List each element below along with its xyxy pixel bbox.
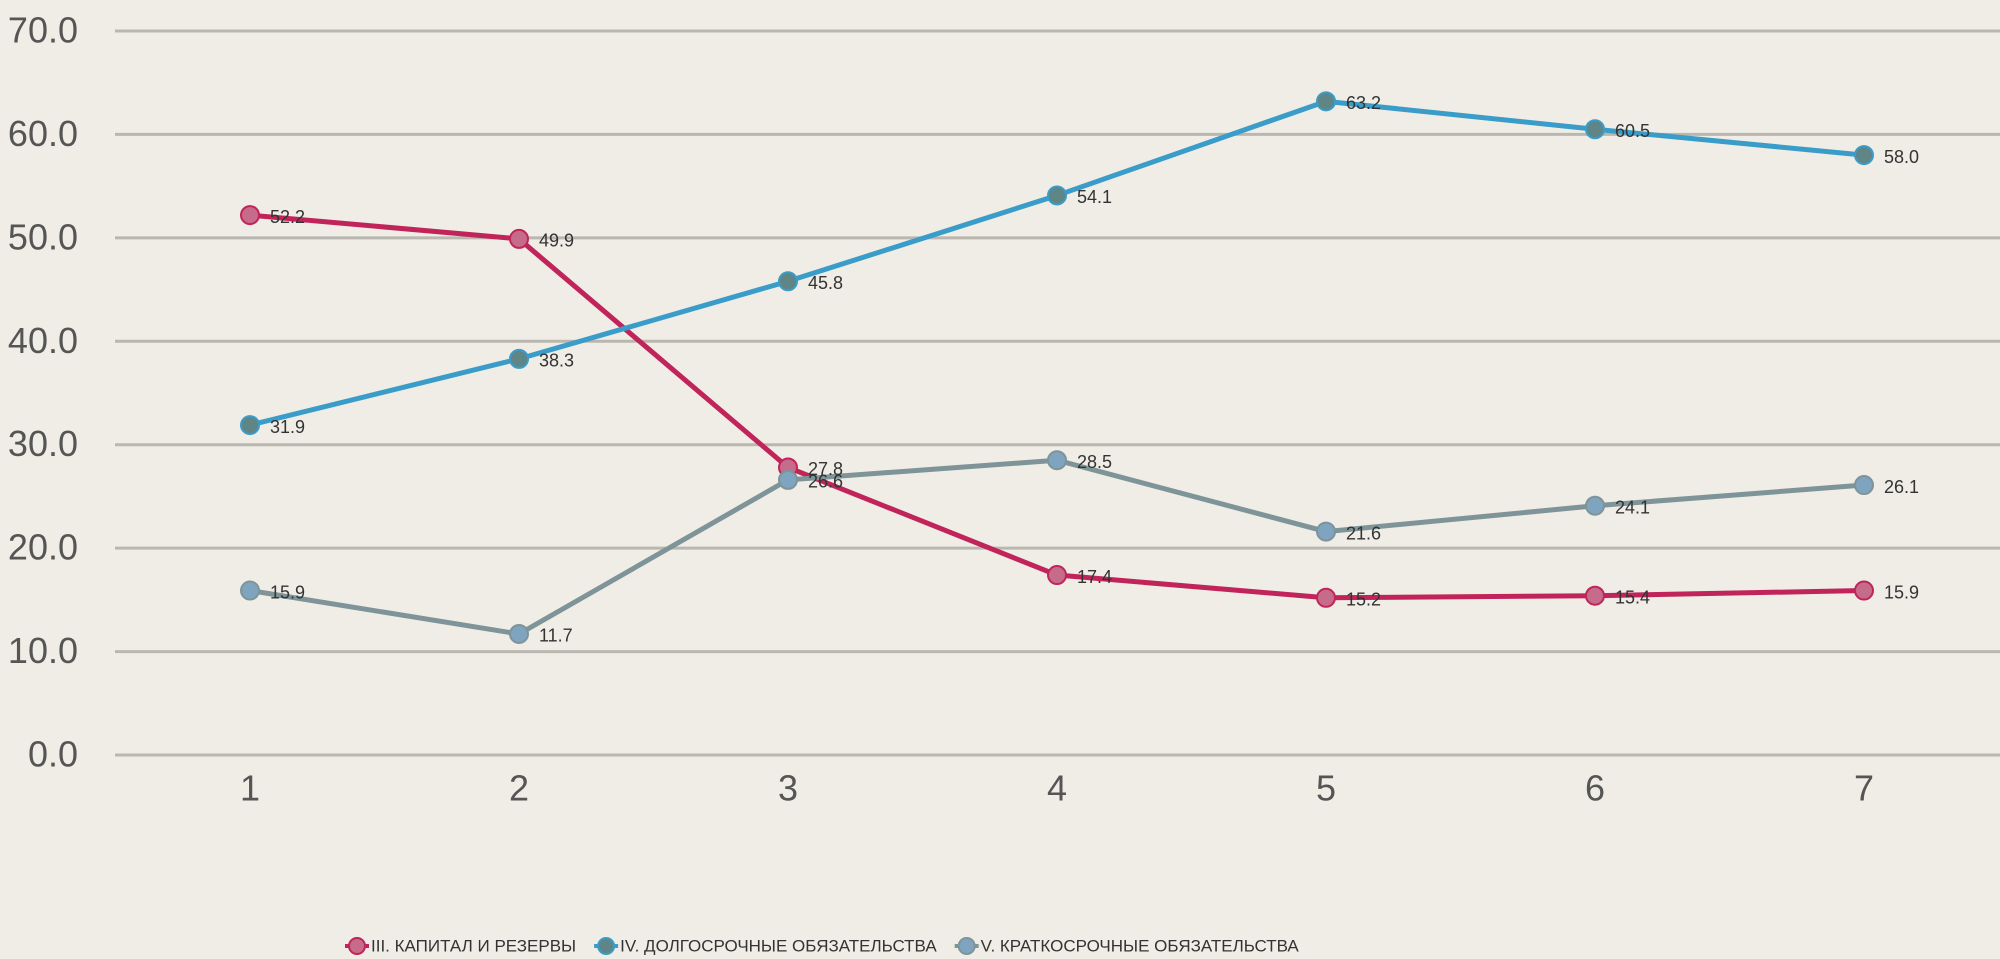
data-label: 21.6	[1346, 523, 1381, 543]
marker	[1854, 475, 1874, 496]
y-tick-label: 40.0	[8, 320, 78, 361]
data-label: 60.5	[1615, 121, 1650, 141]
marker	[1316, 91, 1336, 112]
y-tick-label: 60.0	[8, 113, 78, 154]
data-label: 17.4	[1077, 567, 1112, 587]
legend-marker	[348, 937, 366, 955]
data-label: 52.2	[270, 207, 305, 227]
legend-label: III. КАПИТАЛ И РЕЗЕРВЫ	[371, 936, 576, 955]
marker	[1316, 521, 1336, 542]
legend-label: V. КРАТКОСРОЧНЫЕ ОБЯЗАТЕЛЬСТВА	[981, 936, 1300, 955]
marker	[778, 271, 798, 292]
data-label: 58.0	[1884, 147, 1919, 167]
marker	[1585, 495, 1605, 516]
data-label: 15.2	[1346, 590, 1381, 610]
x-tick-label: 2	[509, 768, 529, 809]
marker	[509, 623, 529, 644]
marker	[1585, 119, 1605, 140]
x-tick-label: 4	[1047, 768, 1067, 809]
marker	[1047, 450, 1067, 471]
y-tick-label: 50.0	[8, 216, 78, 257]
data-label: 26.6	[808, 472, 843, 492]
data-label: 38.3	[539, 351, 574, 371]
data-label: 15.4	[1615, 587, 1650, 607]
marker	[240, 580, 260, 601]
marker	[1047, 565, 1067, 586]
x-tick-label: 7	[1854, 768, 1874, 809]
data-label: 45.8	[808, 273, 843, 293]
marker	[509, 348, 529, 369]
x-tick-label: 3	[778, 768, 798, 809]
marker	[240, 205, 260, 226]
marker	[1854, 580, 1874, 601]
y-tick-label: 70.0	[8, 10, 78, 51]
data-label: 15.9	[270, 582, 305, 602]
y-tick-label: 30.0	[8, 423, 78, 464]
data-label: 11.7	[539, 626, 573, 646]
marker	[240, 415, 260, 436]
x-tick-label: 5	[1316, 768, 1336, 809]
data-label: 28.5	[1077, 452, 1112, 472]
data-label: 54.1	[1077, 187, 1112, 207]
y-tick-label: 20.0	[8, 527, 78, 568]
y-tick-label: 10.0	[8, 630, 78, 671]
data-label: 63.2	[1346, 93, 1381, 113]
marker	[1047, 185, 1067, 206]
legend-label: IV. ДОЛГОСРОЧНЫЕ ОБЯЗАТЕЛЬСТВА	[620, 936, 937, 955]
data-label: 31.9	[270, 417, 305, 437]
data-label: 15.9	[1884, 582, 1919, 602]
x-tick-label: 1	[240, 768, 260, 809]
y-tick-label: 0.0	[28, 734, 78, 775]
legend-marker	[597, 937, 616, 955]
data-label: 27.8	[808, 459, 843, 479]
data-label: 26.1	[1884, 477, 1919, 497]
marker	[1585, 585, 1605, 606]
legend-marker	[957, 937, 976, 955]
data-label: 49.9	[539, 231, 574, 251]
marker	[1854, 145, 1874, 166]
x-tick-label: 6	[1585, 768, 1605, 809]
marker	[509, 228, 529, 249]
marker	[1316, 587, 1336, 608]
marker	[778, 469, 798, 490]
data-label: 24.1	[1615, 497, 1650, 517]
